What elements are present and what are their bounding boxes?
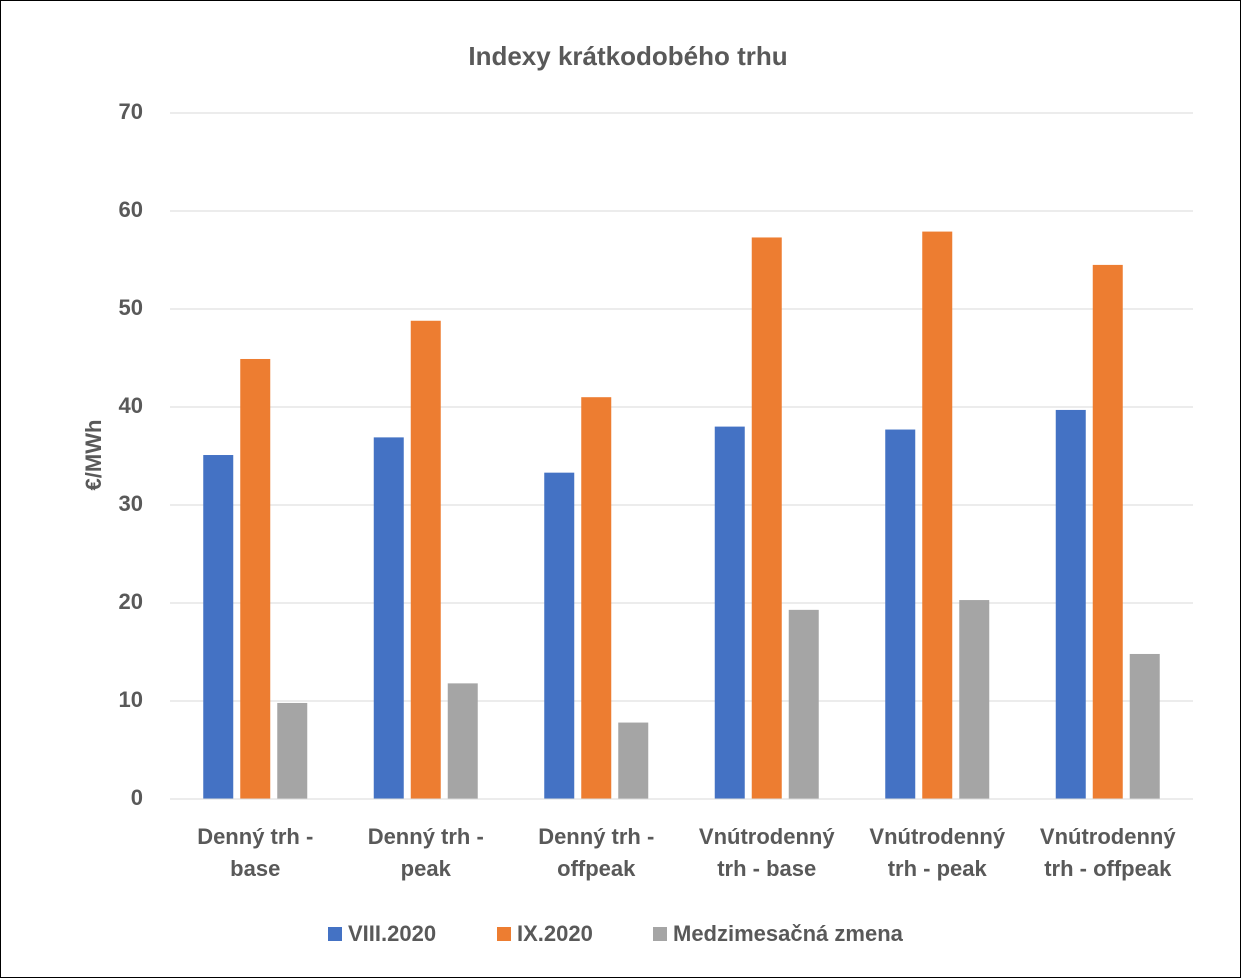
bar [277,702,308,799]
bar [447,683,478,799]
legend-label: VIII.2020 [348,921,436,946]
y-tick-label: 20 [119,589,143,614]
bar [1129,653,1160,799]
bar [922,231,953,799]
y-axis-label: €/MWh [81,420,106,491]
legend-swatch [328,927,342,941]
legend-swatch [497,927,511,941]
bar [618,722,649,799]
y-tick-label: 0 [131,785,143,810]
bar [581,397,612,799]
x-tick-label: Vnútrodenný trh - peak [869,824,1005,881]
x-tick-label: Denný trh -peak [368,824,484,881]
y-tick-label: 30 [119,491,143,516]
bar [885,429,916,799]
chart-title: Indexy krátkodobého trhu [468,41,787,71]
x-tick-label: Denný trh -base [197,824,313,881]
bar [751,237,782,799]
bar [788,609,819,799]
bar [410,320,441,799]
legend-label: IX.2020 [517,921,593,946]
y-tick-label: 50 [119,295,143,320]
bar [240,358,271,799]
y-tick-label: 10 [119,687,143,712]
y-tick-label: 40 [119,393,143,418]
bar [373,437,404,799]
bar [544,472,575,799]
bar [203,455,234,799]
y-tick-label: 60 [119,197,143,222]
bar [714,426,745,799]
legend-swatch [653,927,667,941]
x-tick-label: Denný trh -offpeak [538,824,654,881]
bar [1055,409,1086,799]
y-tick-label: 70 [119,99,143,124]
legend-label: Medzimesačná zmena [673,921,904,946]
bar [959,600,990,799]
x-tick-label: Vnútrodenný trh - base [699,824,835,881]
x-tick-label: Vnútrodenný trh - offpeak [1040,824,1176,881]
bar [1092,264,1123,799]
